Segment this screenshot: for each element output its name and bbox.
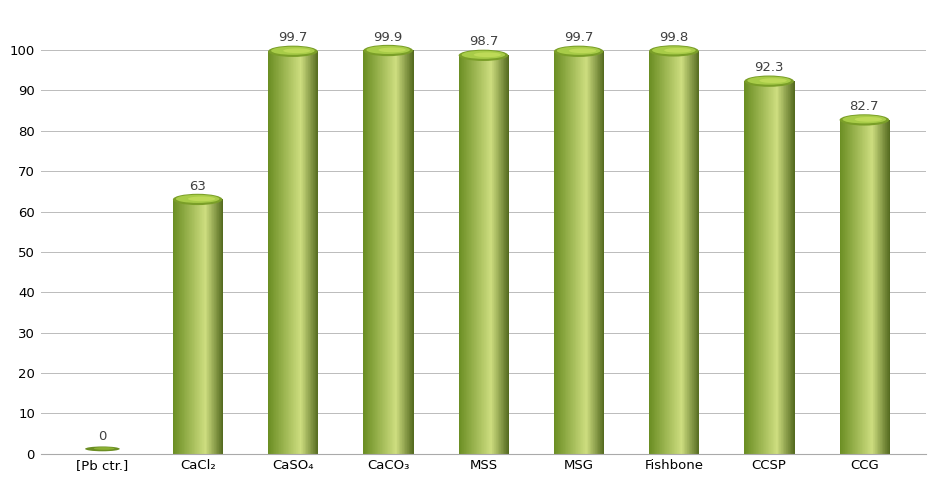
Ellipse shape xyxy=(461,51,505,59)
Text: 99.8: 99.8 xyxy=(659,31,689,44)
Ellipse shape xyxy=(840,114,889,126)
Ellipse shape xyxy=(474,53,501,57)
Ellipse shape xyxy=(366,46,410,54)
Ellipse shape xyxy=(378,48,405,53)
Ellipse shape xyxy=(284,48,311,53)
Ellipse shape xyxy=(855,117,882,122)
Ellipse shape xyxy=(652,46,695,54)
Text: 82.7: 82.7 xyxy=(850,100,879,113)
Text: 99.7: 99.7 xyxy=(564,31,593,44)
Ellipse shape xyxy=(842,115,886,123)
Ellipse shape xyxy=(459,50,508,61)
Ellipse shape xyxy=(650,45,698,56)
Text: 92.3: 92.3 xyxy=(754,61,783,74)
Ellipse shape xyxy=(554,46,604,57)
Ellipse shape xyxy=(188,197,215,201)
Text: 0: 0 xyxy=(98,430,107,443)
Ellipse shape xyxy=(268,46,317,57)
Text: 99.9: 99.9 xyxy=(373,31,402,44)
Ellipse shape xyxy=(747,77,791,85)
Ellipse shape xyxy=(759,78,787,83)
Ellipse shape xyxy=(363,45,413,56)
Text: 99.7: 99.7 xyxy=(278,31,308,44)
Text: 98.7: 98.7 xyxy=(469,36,498,49)
Ellipse shape xyxy=(744,76,794,87)
Ellipse shape xyxy=(569,48,596,53)
Ellipse shape xyxy=(94,447,114,450)
Ellipse shape xyxy=(271,47,314,55)
Ellipse shape xyxy=(173,194,223,205)
Ellipse shape xyxy=(85,446,120,451)
Ellipse shape xyxy=(665,48,692,53)
Text: 63: 63 xyxy=(189,180,206,193)
Ellipse shape xyxy=(176,195,219,203)
Ellipse shape xyxy=(557,47,600,55)
